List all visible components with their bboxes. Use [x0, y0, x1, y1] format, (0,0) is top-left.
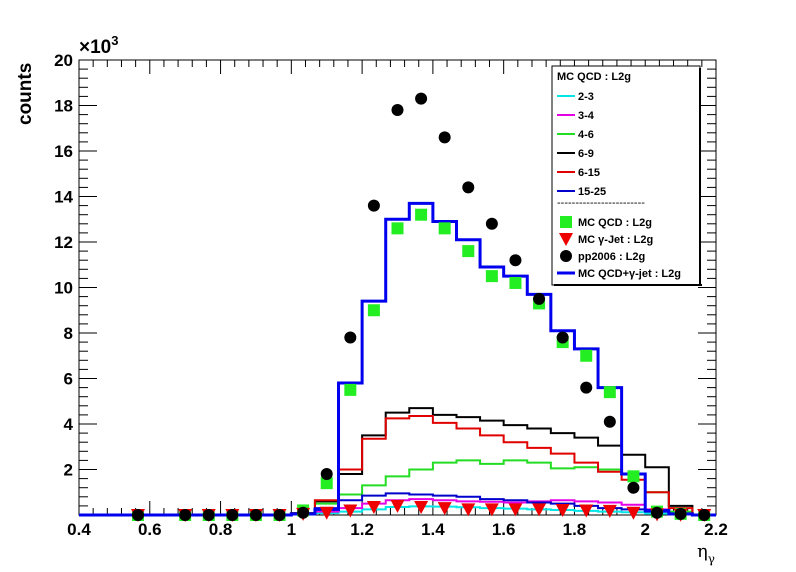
- data-point: [533, 292, 546, 305]
- data-point: [319, 506, 334, 520]
- legend-label: 6-15: [578, 167, 600, 179]
- data-point: [698, 509, 711, 521]
- data-point: [674, 507, 687, 520]
- data-point: [462, 245, 475, 258]
- x-tick-label: 1.6: [492, 520, 516, 539]
- legend-label: MC QCD+γ-jet : L2g: [578, 268, 681, 280]
- data-point: [320, 477, 333, 490]
- y-tick-label: 18: [54, 97, 73, 116]
- data-point: [438, 222, 451, 235]
- data-point: [344, 383, 357, 396]
- data-point: [343, 504, 358, 518]
- data-point: [580, 381, 593, 394]
- data-point: [461, 503, 476, 517]
- data-point: [484, 503, 499, 517]
- legend-swatch: [559, 233, 573, 246]
- data-point: [344, 331, 357, 344]
- y-tick-labels: 2 4 6 8 10 12 14 16 18 20: [54, 51, 73, 480]
- x-tick-label: 1.2: [350, 520, 374, 539]
- data-point: [273, 509, 286, 521]
- y-tick-label: 20: [54, 51, 73, 70]
- data-point: [485, 270, 498, 283]
- data-point: [602, 504, 617, 518]
- y-tick-label: 8: [64, 324, 73, 343]
- x-tick-label: 1.4: [421, 520, 445, 539]
- data-point: [179, 509, 192, 521]
- data-point: [391, 104, 404, 117]
- data-point: [415, 208, 428, 221]
- data-point: [437, 502, 452, 516]
- legend-label: 4-6: [578, 129, 594, 141]
- y-tick-label: 10: [54, 279, 73, 298]
- data-markers: [130, 92, 712, 522]
- data-point: [367, 304, 380, 317]
- axis-ticks: [78, 59, 717, 516]
- data-point: [249, 509, 262, 521]
- data-point: [485, 217, 498, 230]
- y-tick-label: 4: [64, 415, 74, 434]
- legend: MC QCD : L2g 2-3 3-4 4-6 6-9 6-15 15-25 MC QCD…: [551, 65, 702, 286]
- data-point: [390, 499, 405, 513]
- data-point: [415, 92, 428, 105]
- legend-label: 15-25: [578, 186, 606, 198]
- y-tick-label: 16: [54, 142, 73, 161]
- y-tick-label: 12: [54, 233, 73, 252]
- data-point: [391, 222, 404, 235]
- data-point: [555, 503, 570, 517]
- data-point: [626, 506, 641, 520]
- legend-label: 3-4: [578, 110, 595, 122]
- data-point: [603, 415, 616, 428]
- legend-label: MC γ-Jet : L2g: [578, 234, 653, 246]
- legend-swatch: [560, 216, 572, 228]
- data-point: [580, 349, 593, 362]
- x-tick-label: 1.8: [563, 520, 587, 539]
- data-point: [509, 254, 522, 267]
- data-point: [320, 468, 333, 481]
- x-tick-label: 0.6: [138, 520, 162, 539]
- y-tick-label: 14: [54, 188, 73, 207]
- data-point: [627, 470, 640, 483]
- data-point: [603, 386, 616, 399]
- data-point: [579, 504, 594, 518]
- legend-label: pp2006 : L2g: [578, 251, 645, 263]
- legend-title: MC QCD : L2g: [557, 71, 631, 83]
- legend-label: 2-3: [578, 91, 594, 103]
- data-point: [438, 131, 451, 144]
- x-axis-title: ηγ: [697, 541, 715, 566]
- data-point: [509, 276, 522, 289]
- y-tick-label: 2: [64, 461, 73, 480]
- data-point: [414, 501, 429, 515]
- legend-label: 6-9: [578, 148, 594, 160]
- x-tick-labels: 0.4 0.6 0.8 1 1.2 1.4 1.6 1.8 2 2.2: [67, 520, 728, 539]
- y-axis-title: counts: [15, 63, 36, 125]
- y-tick-label: 6: [64, 370, 73, 389]
- legend-label: MC QCD : L2g: [578, 217, 652, 229]
- x-tick-label: 0.8: [209, 520, 233, 539]
- legend-swatch: [560, 250, 572, 262]
- data-point: [556, 331, 569, 344]
- data-point: [202, 509, 215, 521]
- data-point: [226, 509, 239, 521]
- data-point: [297, 506, 310, 519]
- x-tick-label: 1: [287, 520, 296, 539]
- x-tick-label: 0.4: [67, 520, 91, 539]
- data-point: [627, 481, 640, 494]
- legend-entries: 2-3 3-4 4-6 6-9 6-15 15-25 MC QCD : L2g MC γ-Je…: [557, 91, 681, 280]
- x-tick-label: 2: [640, 520, 649, 539]
- data-point: [651, 506, 664, 519]
- data-point: [367, 199, 380, 212]
- legend-separator: ------------------------: [557, 197, 645, 209]
- data-point: [131, 509, 144, 521]
- x-tick-label: 2.2: [704, 520, 728, 539]
- data-point: [508, 503, 523, 517]
- data-point: [366, 501, 381, 515]
- data-point: [532, 503, 547, 517]
- y-exponent: ×103: [79, 33, 118, 58]
- data-point: [462, 181, 475, 194]
